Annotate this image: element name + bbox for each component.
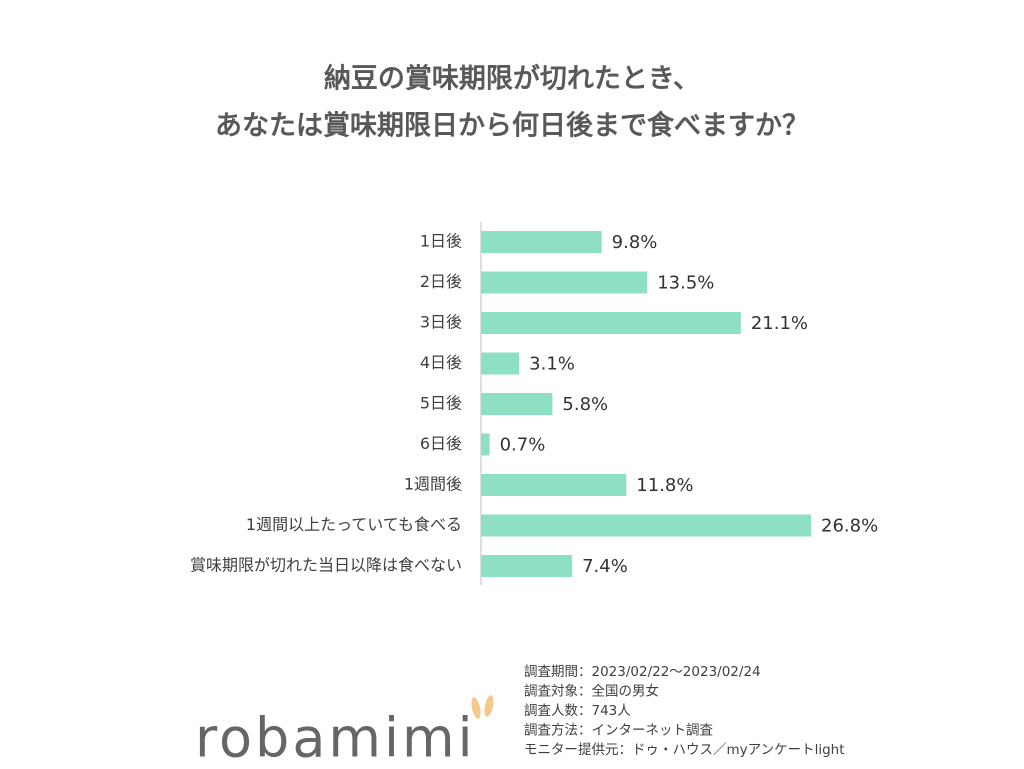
category-label: 1週間後 [404,475,462,494]
footer-note: 調査方法：インターネット調査 [524,723,713,739]
footer-note: モニター提供元：ドゥ・ハウス／myアンケートlight [524,742,845,758]
category-label: 1週間以上たっていても食べる [246,515,462,534]
value-label: 0.7% [500,435,546,456]
value-label: 11.8% [636,475,693,496]
bar [481,433,490,456]
footer-note: 調査期間：2023/02/22～2023/02/24 [524,664,761,680]
bar [481,555,573,577]
value-label: 21.1% [751,313,808,334]
footer-note: 調査人数：743人 [524,703,631,719]
footer-note: 調査対象：全国の男女 [524,683,659,700]
category-label: 5日後 [420,394,462,413]
category-label: 1日後 [420,232,462,251]
value-label: 13.5% [657,273,714,294]
category-label: 6日後 [420,434,462,453]
logo-ear [471,697,481,719]
category-label: 3日後 [420,313,462,332]
bar [481,393,553,415]
bar [481,474,627,496]
value-label: 9.8% [612,232,658,253]
value-label: 5.8% [562,394,608,415]
value-label: 7.4% [582,556,628,577]
category-label: 4日後 [420,353,462,372]
bar [481,312,741,334]
category-label: 2日後 [420,272,462,291]
value-label: 26.8% [821,516,878,537]
bar [481,352,520,375]
logo-ear [484,695,494,717]
value-label: 3.1% [529,354,575,375]
bar [481,231,602,253]
chart-title: あなたは賞味期限日から何日後まで食べますか？ [215,110,809,142]
chart-title: 納豆の賞味期限が切れたとき、 [324,63,700,95]
bar [481,514,811,537]
logo: robamimi [195,707,476,769]
category-label: 賞味期限が切れた当日以降は食べない [190,556,462,575]
bar [481,271,648,294]
